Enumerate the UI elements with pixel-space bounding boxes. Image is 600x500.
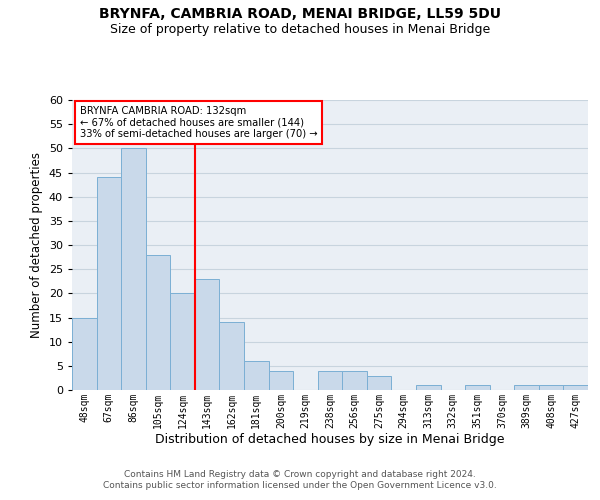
Bar [244, 361, 269, 390]
Bar [318, 370, 342, 390]
Y-axis label: Number of detached properties: Number of detached properties [30, 152, 43, 338]
Bar [342, 370, 367, 390]
Text: Distribution of detached houses by size in Menai Bridge: Distribution of detached houses by size … [155, 432, 505, 446]
Bar [220, 322, 244, 390]
Bar [72, 318, 97, 390]
Bar [367, 376, 391, 390]
Bar [170, 294, 195, 390]
Text: Contains HM Land Registry data © Crown copyright and database right 2024.: Contains HM Land Registry data © Crown c… [124, 470, 476, 479]
Bar [465, 385, 490, 390]
Bar [539, 385, 563, 390]
Text: Contains public sector information licensed under the Open Government Licence v3: Contains public sector information licen… [103, 481, 497, 490]
Bar [563, 385, 588, 390]
Bar [195, 279, 220, 390]
Bar [416, 385, 440, 390]
Bar [146, 254, 170, 390]
Bar [269, 370, 293, 390]
Text: Size of property relative to detached houses in Menai Bridge: Size of property relative to detached ho… [110, 22, 490, 36]
Bar [97, 178, 121, 390]
Bar [514, 385, 539, 390]
Text: BRYNFA CAMBRIA ROAD: 132sqm
← 67% of detached houses are smaller (144)
33% of se: BRYNFA CAMBRIA ROAD: 132sqm ← 67% of det… [80, 106, 317, 139]
Text: BRYNFA, CAMBRIA ROAD, MENAI BRIDGE, LL59 5DU: BRYNFA, CAMBRIA ROAD, MENAI BRIDGE, LL59… [99, 8, 501, 22]
Bar [121, 148, 146, 390]
